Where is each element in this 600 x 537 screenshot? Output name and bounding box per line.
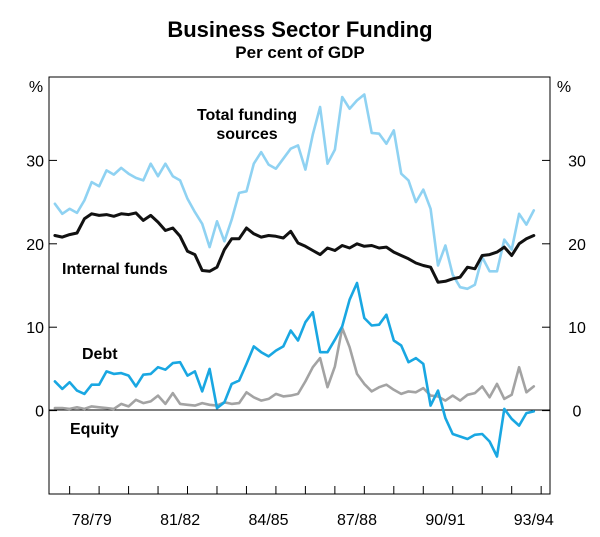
- y-tick-label-right: 20: [568, 237, 586, 254]
- chart-title: Business Sector Funding: [167, 17, 432, 42]
- y-tick-label-left: 30: [26, 153, 44, 170]
- total-funding-label-line-2: sources: [216, 126, 277, 143]
- series-label-total-funding: Total funding sources: [197, 107, 297, 143]
- total-funding-label-line-1: Total funding: [197, 107, 297, 124]
- series-line-equity: [53, 326, 536, 411]
- y-tick-label-right: 0: [573, 404, 582, 421]
- x-tick-label: 93/94: [514, 512, 554, 529]
- chart-subtitle: Per cent of GDP: [235, 43, 364, 62]
- x-tick-label: 84/85: [249, 512, 289, 529]
- x-tick-label: 90/91: [425, 512, 465, 529]
- series-line-internal-funds: [53, 211, 536, 284]
- x-tick-label: 87/88: [337, 512, 377, 529]
- y-tick-label-right: 10: [568, 320, 586, 337]
- series-label-debt: Debt: [82, 346, 118, 363]
- series-line-total-funding: [53, 93, 536, 291]
- series-label-equity: Equity: [70, 421, 119, 438]
- series-label-internal-funds: Internal funds: [62, 261, 168, 278]
- x-tick-label: 81/82: [160, 512, 200, 529]
- y-unit-left: %: [29, 79, 43, 96]
- plot-frame: [48, 76, 551, 495]
- x-tick-label: 78/79: [72, 512, 112, 529]
- series-line-debt: [53, 281, 536, 458]
- y-unit-right: %: [557, 79, 571, 96]
- y-tick-label-left: 10: [26, 320, 44, 337]
- y-tick-label-left: 0: [35, 404, 44, 421]
- y-tick-label-left: 20: [26, 237, 44, 254]
- y-tick-label-right: 30: [568, 153, 586, 170]
